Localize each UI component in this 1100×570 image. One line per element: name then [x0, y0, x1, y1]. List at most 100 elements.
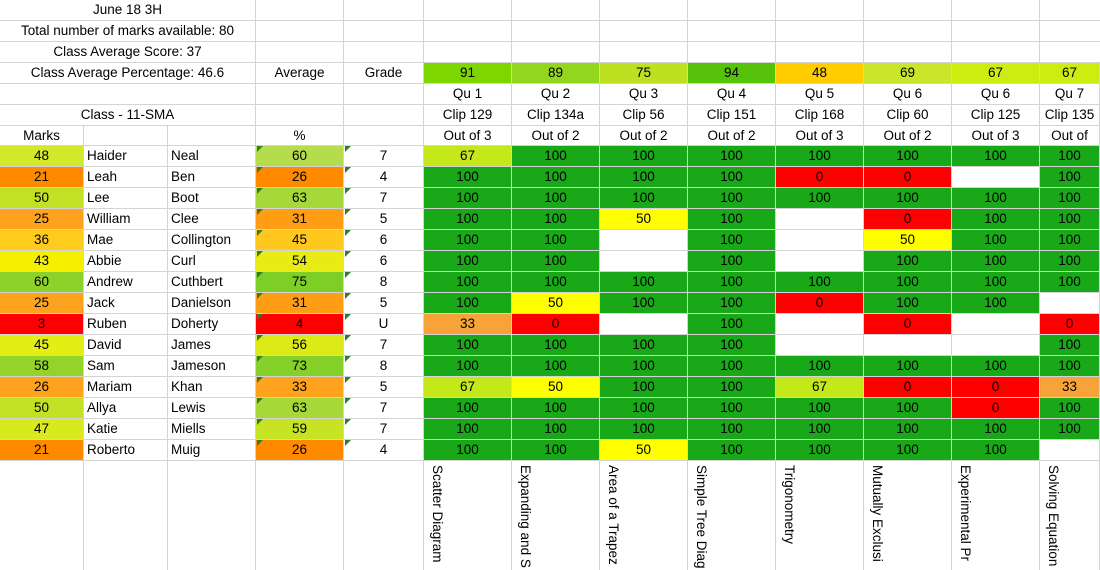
student-first-name-cell[interactable]: Leah — [84, 167, 168, 188]
question-score-cell[interactable]: 100 — [952, 356, 1040, 377]
question-score-cell[interactable]: 100 — [952, 272, 1040, 293]
question-score-cell[interactable] — [1040, 293, 1100, 314]
student-marks-cell[interactable]: 21 — [0, 440, 84, 461]
student-marks-cell[interactable]: 50 — [0, 398, 84, 419]
question-score-cell[interactable]: 100 — [688, 398, 776, 419]
question-score-cell[interactable]: 100 — [1040, 251, 1100, 272]
question-score-cell[interactable]: 100 — [1040, 146, 1100, 167]
question-score-cell[interactable]: 100 — [600, 293, 688, 314]
question-clip-cell[interactable]: Clip 56 — [600, 105, 688, 126]
question-score-cell[interactable]: 100 — [688, 314, 776, 335]
question-score-cell[interactable]: 100 — [600, 167, 688, 188]
empty-cell[interactable] — [84, 461, 168, 570]
question-average-cell[interactable]: 69 — [864, 63, 952, 84]
class-average-score-label[interactable]: Class Average Score: 37 — [0, 42, 256, 63]
student-last-name-cell[interactable]: Muig — [168, 440, 256, 461]
question-score-cell[interactable]: 100 — [512, 356, 600, 377]
empty-cell[interactable] — [776, 0, 864, 21]
question-score-cell[interactable]: 100 — [1040, 356, 1100, 377]
question-clip-cell[interactable]: Clip 134a — [512, 105, 600, 126]
empty-cell[interactable] — [256, 42, 344, 63]
question-score-cell[interactable] — [776, 209, 864, 230]
question-score-cell[interactable]: 0 — [776, 293, 864, 314]
empty-cell[interactable] — [512, 42, 600, 63]
question-average-cell[interactable]: 48 — [776, 63, 864, 84]
student-last-name-cell[interactable]: Ben — [168, 167, 256, 188]
empty-cell[interactable] — [344, 126, 424, 146]
question-score-cell[interactable]: 100 — [424, 440, 512, 461]
question-score-cell[interactable]: 100 — [688, 167, 776, 188]
question-score-cell[interactable]: 0 — [776, 167, 864, 188]
student-marks-cell[interactable]: 43 — [0, 251, 84, 272]
question-score-cell[interactable]: 100 — [512, 419, 600, 440]
question-clip-cell[interactable]: Clip 60 — [864, 105, 952, 126]
question-score-cell[interactable]: 100 — [1040, 230, 1100, 251]
question-score-cell[interactable]: 100 — [1040, 188, 1100, 209]
question-score-cell[interactable]: 100 — [512, 209, 600, 230]
question-score-cell[interactable]: 100 — [424, 230, 512, 251]
empty-cell[interactable] — [512, 0, 600, 21]
question-score-cell[interactable]: 100 — [952, 293, 1040, 314]
empty-cell[interactable] — [344, 0, 424, 21]
question-number-cell[interactable]: Qu 5 — [776, 84, 864, 105]
empty-cell[interactable] — [256, 21, 344, 42]
question-score-cell[interactable]: 0 — [952, 398, 1040, 419]
question-topic-cell[interactable]: Expanding and S — [512, 461, 600, 570]
question-score-cell[interactable] — [952, 167, 1040, 188]
question-out-of-cell[interactable]: Out of 3 — [424, 126, 512, 146]
question-score-cell[interactable] — [776, 251, 864, 272]
student-first-name-cell[interactable]: Allya — [84, 398, 168, 419]
empty-cell[interactable] — [0, 84, 256, 105]
question-score-cell[interactable]: 100 — [512, 272, 600, 293]
question-score-cell[interactable] — [952, 314, 1040, 335]
question-score-cell[interactable]: 100 — [776, 356, 864, 377]
question-score-cell[interactable]: 100 — [512, 167, 600, 188]
student-first-name-cell[interactable]: Katie — [84, 419, 168, 440]
question-score-cell[interactable]: 100 — [864, 398, 952, 419]
question-average-cell[interactable]: 67 — [1040, 63, 1100, 84]
question-score-cell[interactable]: 33 — [1040, 377, 1100, 398]
question-score-cell[interactable]: 67 — [424, 146, 512, 167]
student-percentage-cell[interactable]: 63 — [256, 188, 344, 209]
question-score-cell[interactable]: 100 — [688, 251, 776, 272]
question-score-cell[interactable]: 100 — [512, 251, 600, 272]
grade-column-header[interactable]: Grade — [344, 63, 424, 84]
empty-cell[interactable] — [344, 105, 424, 126]
question-out-of-cell[interactable]: Out of — [1040, 126, 1100, 146]
question-score-cell[interactable]: 100 — [952, 230, 1040, 251]
total-marks-label[interactable]: Total number of marks available: 80 — [0, 21, 256, 42]
student-percentage-cell[interactable]: 31 — [256, 293, 344, 314]
student-marks-cell[interactable]: 58 — [0, 356, 84, 377]
question-topic-cell[interactable]: Mutually Exclusi — [864, 461, 952, 570]
student-first-name-cell[interactable]: Lee — [84, 188, 168, 209]
empty-cell[interactable] — [84, 126, 168, 146]
question-score-cell[interactable]: 100 — [600, 419, 688, 440]
question-number-cell[interactable]: Qu 2 — [512, 84, 600, 105]
question-score-cell[interactable]: 100 — [600, 377, 688, 398]
empty-cell[interactable] — [424, 42, 512, 63]
student-grade-cell[interactable]: 7 — [344, 335, 424, 356]
empty-cell[interactable] — [600, 42, 688, 63]
question-score-cell[interactable] — [1040, 440, 1100, 461]
question-topic-cell[interactable]: Simple Tree Diag — [688, 461, 776, 570]
student-last-name-cell[interactable]: Collington — [168, 230, 256, 251]
question-average-cell[interactable]: 91 — [424, 63, 512, 84]
question-score-cell[interactable] — [776, 314, 864, 335]
student-last-name-cell[interactable]: Khan — [168, 377, 256, 398]
question-clip-cell[interactable]: Clip 125 — [952, 105, 1040, 126]
question-score-cell[interactable]: 100 — [600, 272, 688, 293]
question-score-cell[interactable] — [776, 335, 864, 356]
question-score-cell[interactable]: 100 — [512, 230, 600, 251]
question-score-cell[interactable]: 50 — [600, 440, 688, 461]
question-score-cell[interactable]: 100 — [424, 209, 512, 230]
question-score-cell[interactable]: 100 — [952, 251, 1040, 272]
student-marks-cell[interactable]: 50 — [0, 188, 84, 209]
question-score-cell[interactable]: 100 — [776, 398, 864, 419]
empty-cell[interactable] — [0, 461, 84, 570]
student-first-name-cell[interactable]: Haider — [84, 146, 168, 167]
percentage-column-header[interactable]: % — [256, 126, 344, 146]
question-average-cell[interactable]: 89 — [512, 63, 600, 84]
question-score-cell[interactable]: 100 — [688, 188, 776, 209]
student-marks-cell[interactable]: 25 — [0, 293, 84, 314]
question-score-cell[interactable]: 100 — [1040, 272, 1100, 293]
